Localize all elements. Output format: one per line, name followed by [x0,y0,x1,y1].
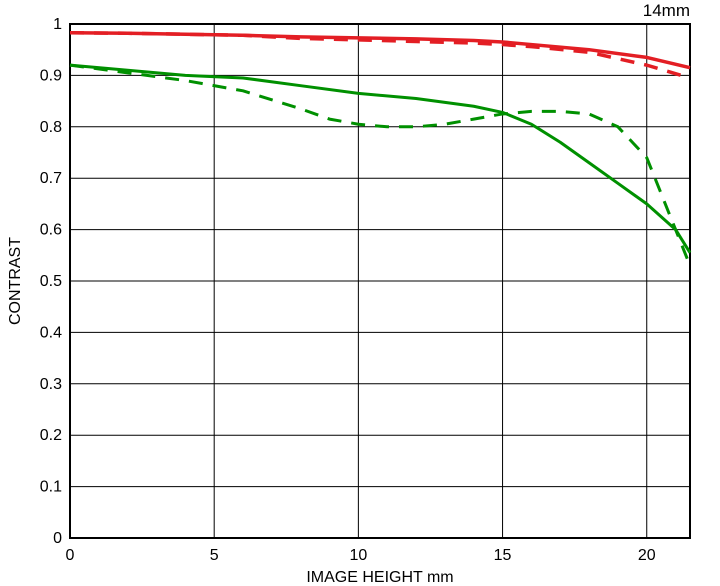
x-tick-label: 15 [494,547,512,564]
y-tick-label: 0.5 [40,273,62,290]
y-tick-label: 0.1 [40,479,62,496]
x-tick-label: 10 [349,547,367,564]
y-tick-label: 0 [53,530,62,547]
y-tick-label: 0.2 [40,427,62,444]
y-tick-label: 0.9 [40,67,62,84]
y-axis-label: CONTRAST [7,237,24,325]
y-tick-label: 0.3 [40,376,62,393]
chart-container: { "chart": { "type": "line", "top_right_… [0,0,720,586]
x-axis-label: IMAGE HEIGHT mm [306,569,453,586]
y-tick-label: 0.6 [40,222,62,239]
y-tick-label: 0.8 [40,119,62,136]
y-tick-label: 0.7 [40,170,62,187]
x-tick-label: 20 [638,547,656,564]
mtf-line-chart: 0 5 10 15 20 0 0.1 0.2 0.3 0.4 0.5 0.6 0.7 0.8 0.9 1 IMA… [0,0,720,586]
top-right-label: 14mm [643,1,690,20]
x-tick-label: 5 [210,547,219,564]
y-tick-label: 1 [53,16,62,33]
y-tick-label: 0.4 [40,324,62,341]
x-tick-label: 0 [66,547,75,564]
